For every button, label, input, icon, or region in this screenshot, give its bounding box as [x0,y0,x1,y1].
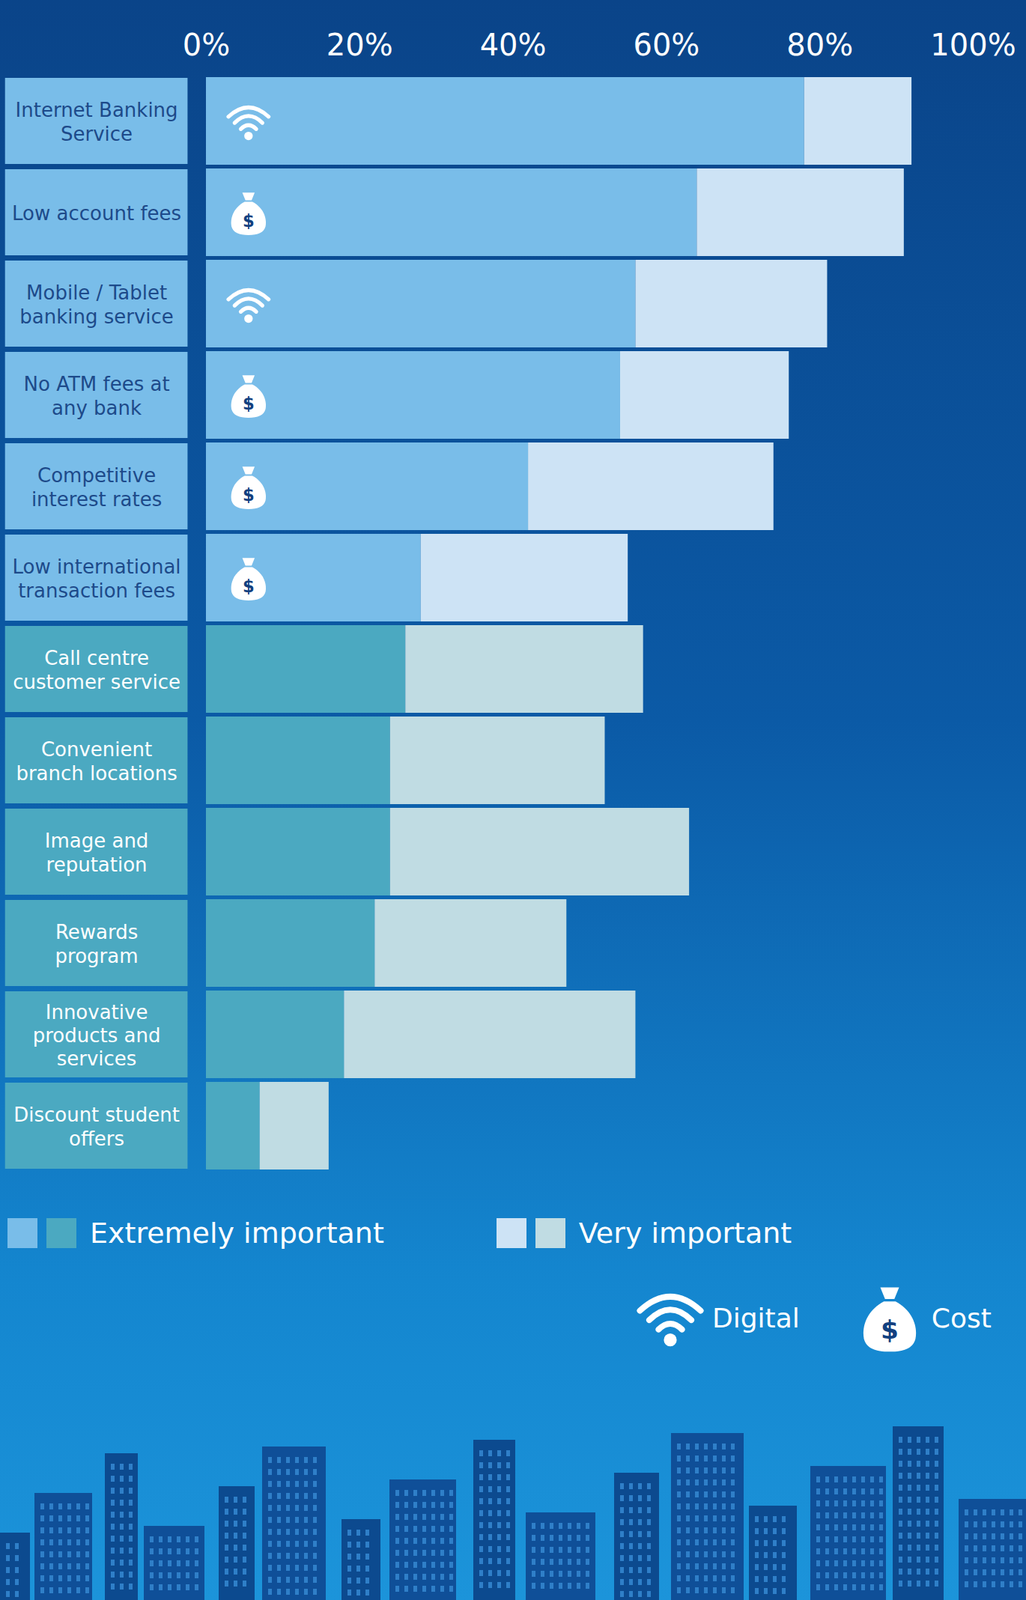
svg-text:100%: 100% [930,27,1016,63]
svg-text:Internet BankingService: Internet BankingService [15,98,179,145]
svg-text:Innovativeproducts andservices: Innovativeproducts andservices [32,1001,162,1071]
svg-text:0%: 0% [182,27,230,63]
svg-text:Convenientbranch locations: Convenientbranch locations [15,738,177,785]
svg-text:Call centrecustomer service: Call centrecustomer service [12,647,181,693]
svg-text:20%: 20% [326,27,394,63]
html-text:Extremely important: Extremely important [89,1216,385,1250]
svg-text:Image andreputation: Image andreputation [44,829,150,876]
svg-text:80%: 80% [786,27,854,63]
html-text:Digital: Digital [712,1302,800,1334]
svg-text:No ATM fees atany bank: No ATM fees atany bank [23,372,171,419]
svg-text:Competitiveinterest rates: Competitiveinterest rates [31,464,162,511]
svg-text:40%: 40% [480,27,547,63]
svg-text:Discount studentoffers: Discount studentoffers [13,1103,180,1150]
svg-text:Mobile / Tabletbanking service: Mobile / Tabletbanking service [19,281,174,328]
svg-text:Rewardsprogram: Rewardsprogram [55,921,139,967]
html-text:Cost: Cost [931,1302,992,1334]
svg-text:Low account fees: Low account fees [11,202,182,225]
svg-text:Low internationaltransaction f: Low internationaltransaction fees [12,555,182,602]
svg-text:60%: 60% [632,27,700,63]
html-text:Very important: Very important [578,1216,792,1250]
